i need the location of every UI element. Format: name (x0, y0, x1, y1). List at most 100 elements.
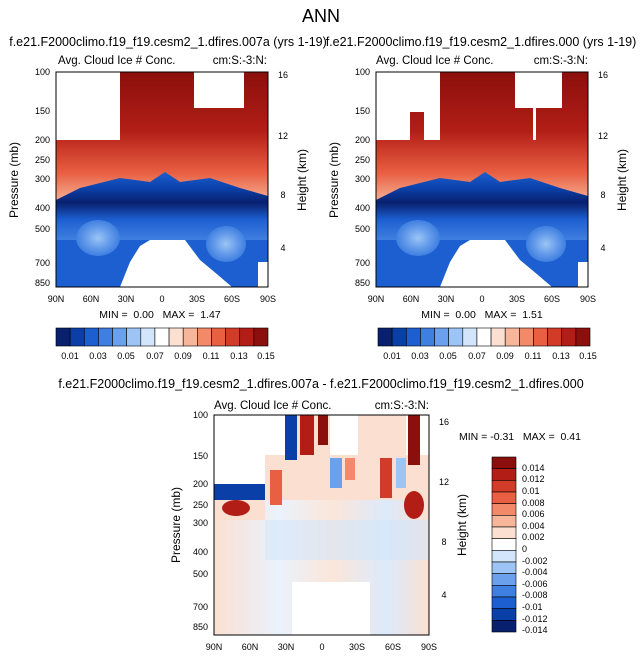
colorbar-swatch (519, 327, 534, 347)
y-tick-label: 150 (35, 106, 50, 116)
panel-a-ylabel: Pressure (mb) (7, 142, 21, 218)
colorbar-swatch (491, 456, 517, 469)
colorbar-swatch (491, 538, 517, 551)
colorbar-swatch (491, 480, 517, 493)
y-tick-label: 400 (35, 203, 50, 213)
colorbar-label: 0.03 (411, 351, 429, 361)
panel-a-stats: MIN = 0.00 MAX = 1.47 (99, 309, 221, 321)
y-tick-label: 150 (355, 106, 370, 116)
x-tick-label: 60N (242, 642, 259, 652)
panel-b-title: f.e21.F2000climo.f19_f19.cesm2_1.dfires.… (326, 35, 637, 49)
y-tick-label: 700 (193, 602, 208, 612)
colorbar-label: 0.07 (146, 351, 164, 361)
colorbar-label: 0.012 (522, 474, 545, 484)
panel-b-stats: MIN = 0.00 MAX = 1.51 (421, 309, 543, 321)
y2-tick-label: 12 (598, 131, 608, 141)
y-tick-label: 400 (193, 547, 208, 557)
x-tick-label: 90N (368, 294, 385, 304)
x-tick-label: 0 (479, 294, 484, 304)
colorbar-swatch (462, 327, 478, 347)
colorbar-label: 0.01 (383, 351, 401, 361)
y-tick-label: 500 (193, 569, 208, 579)
x-tick-label: 60S (544, 294, 560, 304)
colorbar-swatch (533, 327, 548, 347)
colorbar-swatch (112, 327, 127, 347)
colorbar-swatch (547, 327, 563, 347)
colorbar-label: 0.002 (522, 532, 545, 542)
colorbar-labels: 0.014 0.012 0.01 0.008 0.006 0.004 0.002… (522, 463, 548, 635)
colorbar-swatch (98, 327, 113, 347)
x-tick-label: 90N (206, 642, 223, 652)
y2-tick-label: 16 (439, 417, 449, 427)
panel-a-subtitle: Avg. Cloud Ice # Conc. (58, 55, 175, 67)
y2-tick-label: 12 (278, 131, 288, 141)
panel-a: f.e21.F2000climo.f19_f19.cesm2_1.dfires.… (7, 35, 327, 361)
colorbar-swatch (154, 327, 170, 347)
x-tick-label: 60S (385, 642, 401, 652)
x-tick-label: 0 (159, 294, 164, 304)
colorbar-swatch (239, 327, 255, 347)
y-tick-label: 150 (193, 451, 208, 461)
colorbar-swatch (491, 468, 517, 481)
colorbar-label: -0.006 (522, 579, 548, 589)
y-tick-label: 250 (193, 500, 208, 510)
panel-b-x-ticks: 90N 60N 30N 0 30S 60S 90S (368, 294, 596, 304)
colorbar-label: 0.014 (522, 463, 545, 473)
panel-diff-stats: MIN = -0.31 MAX = 0.41 (459, 431, 581, 443)
colorbar-label: 0.13 (552, 351, 570, 361)
y2-tick-label: 4 (280, 243, 285, 253)
panel-b: f.e21.F2000climo.f19_f19.cesm2_1.dfires.… (326, 35, 637, 361)
y-tick-label: 100 (355, 67, 370, 77)
colorbar-swatch (225, 327, 241, 347)
colorbar-swatch (490, 327, 506, 347)
colorbar-label: 0.09 (174, 351, 192, 361)
colorbar-swatch (55, 327, 71, 347)
colorbar-swatch (561, 327, 577, 347)
panel-b-plot (375, 71, 589, 288)
colorbar-label: 0.15 (579, 351, 597, 361)
y2-tick-label: 8 (441, 537, 446, 547)
panel-a-colorbar: 0.01 0.03 0.05 0.07 0.09 0.11 0.13 0.15 (55, 327, 275, 361)
colorbar-swatch (491, 503, 517, 516)
panel-diff-y2-ticks: 16 12 8 4 (439, 417, 449, 600)
y-tick-label: 400 (355, 203, 370, 213)
colorbar-swatch (575, 327, 591, 347)
x-tick-label: 90S (421, 642, 437, 652)
colorbar-label: 0.11 (525, 351, 542, 361)
panel-a-x-ticks: 90N 60N 30N 0 30S 60S 90S (48, 294, 276, 304)
panel-b-subtitle: Avg. Cloud Ice # Conc. (376, 55, 493, 67)
y-tick-label: 250 (355, 155, 370, 165)
panel-diff-colorbar: 0.014 0.012 0.01 0.008 0.006 0.004 0.002… (491, 456, 548, 635)
y2-tick-label: 12 (439, 477, 449, 487)
colorbar-label: -0.01 (522, 602, 543, 612)
colorbar-swatch (448, 327, 464, 347)
x-tick-label: 90S (260, 294, 276, 304)
y-tick-label: 850 (35, 278, 50, 288)
colorbar-label: 0.13 (230, 351, 248, 361)
colorbar-swatch (504, 327, 520, 347)
panel-a-y2label: Height (km) (295, 149, 309, 211)
colorbar-label: -0.002 (522, 556, 548, 566)
panel-a-plot (55, 71, 269, 288)
colorbar-labels: 0.01 0.03 0.05 0.07 0.09 0.11 0.13 0.15 (383, 351, 597, 361)
panel-b-y2-ticks: 16 12 8 4 (598, 70, 608, 253)
x-tick-label: 90N (48, 294, 65, 304)
colorbar-label: 0.03 (89, 351, 107, 361)
colorbar-swatch (253, 327, 269, 347)
colorbar-swatch (197, 327, 212, 347)
x-tick-label: 30S (509, 294, 525, 304)
y-tick-label: 500 (35, 224, 50, 234)
colorbar-label: 0.07 (468, 351, 486, 361)
panel-a-units: cm:S:-3:N: (213, 55, 267, 67)
y-tick-label: 850 (355, 278, 370, 288)
colorbar-swatch (491, 585, 517, 598)
panel-diff-subtitle: Avg. Cloud Ice # Conc. (214, 400, 331, 412)
y-tick-label: 500 (355, 224, 370, 234)
colorbar-label: 0.006 (522, 509, 545, 519)
colorbar-label: 0.008 (522, 498, 545, 508)
panel-b-colorbar: 0.01 0.03 0.05 0.07 0.09 0.11 0.13 0.15 (377, 327, 597, 361)
panel-a-y-ticks: 100 150 200 250 300 400 500 700 850 (35, 67, 50, 288)
y-tick-label: 300 (35, 174, 50, 184)
colorbar-swatch (140, 327, 156, 347)
